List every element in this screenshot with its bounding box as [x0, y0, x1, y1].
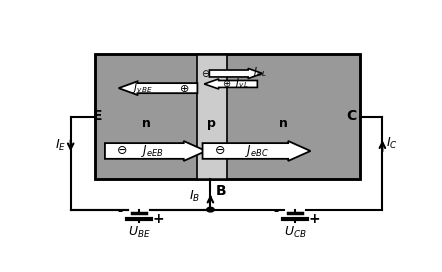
Bar	[95, 54, 360, 179]
Text: $J_{eBC}$: $J_{eBC}$	[245, 143, 269, 159]
Text: $I_B$: $I_B$	[190, 189, 201, 204]
Text: $\ominus$: $\ominus$	[116, 144, 128, 157]
Circle shape	[207, 207, 214, 212]
Text: $J_{eEB}$: $J_{eEB}$	[141, 143, 164, 159]
FancyArrow shape	[118, 81, 198, 95]
Text: $\oplus$: $\oplus$	[222, 78, 231, 89]
Text: $\ominus$: $\ominus$	[214, 144, 225, 157]
Text: $U_{BE}$: $U_{BE}$	[128, 225, 151, 240]
Text: n: n	[278, 117, 287, 130]
Text: n: n	[141, 117, 150, 130]
Text: $J_{eL}$: $J_{eL}$	[252, 66, 267, 79]
Text: B: B	[216, 184, 226, 198]
Text: $\ominus$: $\ominus$	[202, 68, 210, 79]
FancyArrow shape	[105, 141, 206, 161]
Text: $U_{CB}$: $U_{CB}$	[284, 225, 306, 240]
Text: C: C	[346, 109, 356, 123]
FancyArrow shape	[202, 141, 310, 161]
Text: p: p	[207, 117, 216, 130]
Text: $I_C$: $I_C$	[386, 136, 398, 151]
Text: -: -	[118, 205, 123, 218]
Text: $I_E$: $I_E$	[56, 138, 67, 153]
FancyArrow shape	[210, 69, 263, 79]
Text: $J_{vBE}$: $J_{vBE}$	[132, 81, 153, 95]
Text: -: -	[274, 205, 279, 218]
FancyArrow shape	[204, 79, 257, 89]
Bar	[198, 54, 227, 179]
Bar	[95, 54, 360, 179]
Text: +: +	[152, 212, 164, 226]
Text: +: +	[308, 212, 320, 226]
Text: $J_{vL}$: $J_{vL}$	[234, 76, 249, 90]
Text: E: E	[92, 109, 102, 123]
Text: $\oplus$: $\oplus$	[179, 83, 189, 94]
